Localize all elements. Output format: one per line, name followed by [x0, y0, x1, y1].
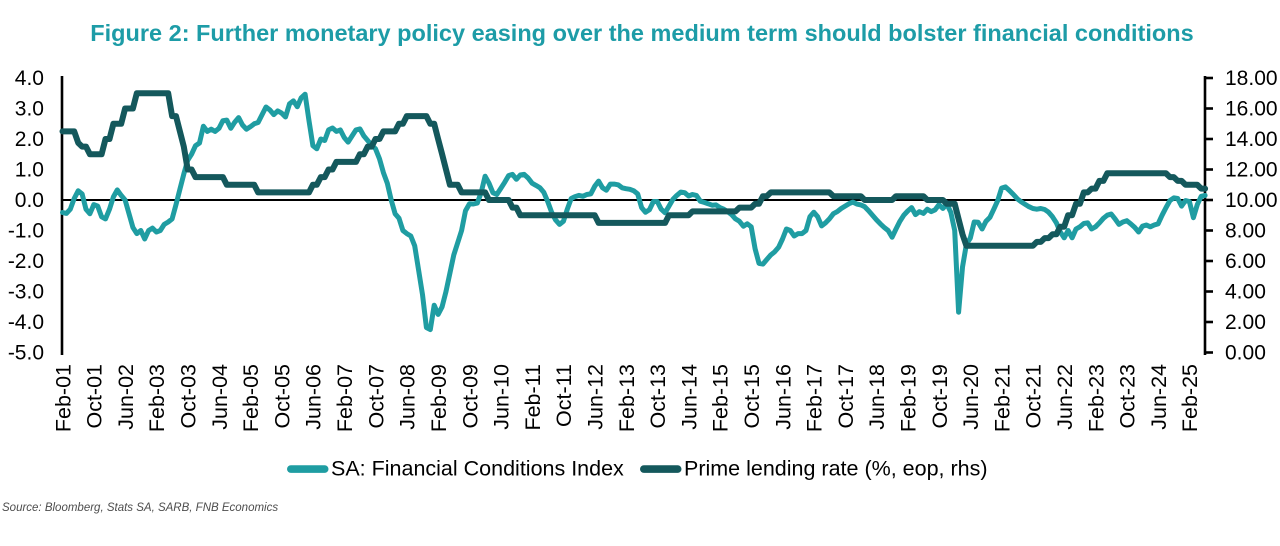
svg-text:Jun-14: Jun-14 [677, 364, 701, 430]
svg-text:16.00: 16.00 [1225, 98, 1278, 121]
svg-text:Oct-15: Oct-15 [740, 364, 764, 429]
svg-text:Feb-25: Feb-25 [1178, 364, 1202, 432]
svg-text:Jun-20: Jun-20 [959, 364, 983, 430]
svg-text:18.00: 18.00 [1225, 67, 1278, 90]
svg-text:Jun-10: Jun-10 [490, 364, 514, 430]
svg-text:8.00: 8.00 [1225, 220, 1266, 243]
svg-text:Feb-15: Feb-15 [709, 364, 733, 432]
svg-text:Feb-01: Feb-01 [51, 364, 75, 432]
svg-text:-4.0: -4.0 [8, 311, 44, 334]
svg-text:Oct-05: Oct-05 [270, 364, 294, 429]
svg-text:0.0: 0.0 [15, 189, 44, 212]
svg-text:Oct-17: Oct-17 [834, 364, 858, 429]
svg-text:Jun-12: Jun-12 [584, 364, 608, 430]
svg-text:-5.0: -5.0 [8, 342, 44, 365]
svg-text:Figure 2: Further monetary pol: Figure 2: Further monetary policy easing… [90, 20, 1193, 46]
svg-text:Jun-02: Jun-02 [114, 364, 138, 430]
svg-text:Prime lending rate (%, eop, rh: Prime lending rate (%, eop, rhs) [684, 457, 988, 481]
svg-text:1.0: 1.0 [15, 159, 44, 182]
svg-text:-3.0: -3.0 [8, 281, 44, 304]
svg-text:10.00: 10.00 [1225, 189, 1278, 212]
svg-text:Feb-03: Feb-03 [145, 364, 169, 432]
svg-text:Feb-11: Feb-11 [521, 364, 545, 431]
svg-text:Jun-06: Jun-06 [302, 364, 326, 430]
svg-text:4.0: 4.0 [15, 67, 44, 90]
svg-text:3.0: 3.0 [15, 98, 44, 121]
svg-text:2.0: 2.0 [15, 128, 44, 151]
svg-text:12.00: 12.00 [1225, 159, 1278, 182]
svg-text:Oct-13: Oct-13 [646, 364, 670, 429]
svg-text:Oct-19: Oct-19 [928, 364, 952, 429]
svg-text:Jun-18: Jun-18 [865, 364, 889, 430]
svg-text:Oct-23: Oct-23 [1116, 364, 1140, 429]
svg-text:Oct-11: Oct-11 [552, 364, 576, 427]
svg-text:Feb-17: Feb-17 [803, 364, 827, 432]
svg-text:Feb-09: Feb-09 [427, 364, 451, 432]
svg-text:Jun-24: Jun-24 [1147, 364, 1171, 430]
svg-text:Oct-01: Oct-01 [83, 364, 107, 429]
svg-text:SA: Financial Conditions Index: SA: Financial Conditions Index [331, 457, 624, 481]
svg-text:Jun-16: Jun-16 [771, 364, 795, 430]
svg-text:Feb-07: Feb-07 [333, 364, 357, 432]
svg-text:Source: Bloomberg, Stats SA, S: Source: Bloomberg, Stats SA, SARB, FNB E… [2, 502, 278, 514]
svg-text:Feb-19: Feb-19 [897, 364, 921, 432]
svg-text:0.00: 0.00 [1225, 342, 1266, 365]
svg-text:Oct-03: Oct-03 [177, 364, 201, 429]
svg-text:2.00: 2.00 [1225, 311, 1266, 334]
svg-text:6.00: 6.00 [1225, 250, 1266, 273]
svg-text:Feb-13: Feb-13 [615, 364, 639, 432]
svg-text:Oct-09: Oct-09 [458, 364, 482, 429]
svg-text:Jun-04: Jun-04 [208, 364, 232, 430]
svg-text:-1.0: -1.0 [8, 220, 44, 243]
svg-text:-2.0: -2.0 [8, 250, 44, 273]
svg-text:Feb-21: Feb-21 [990, 364, 1014, 432]
svg-text:Jun-08: Jun-08 [396, 364, 420, 430]
svg-text:Feb-23: Feb-23 [1084, 364, 1108, 432]
svg-text:Jun-22: Jun-22 [1053, 364, 1077, 430]
svg-text:Oct-07: Oct-07 [364, 364, 388, 429]
svg-text:Feb-05: Feb-05 [239, 364, 263, 432]
svg-text:14.00: 14.00 [1225, 128, 1278, 151]
svg-text:Oct-21: Oct-21 [1022, 364, 1046, 429]
svg-text:4.00: 4.00 [1225, 281, 1266, 304]
